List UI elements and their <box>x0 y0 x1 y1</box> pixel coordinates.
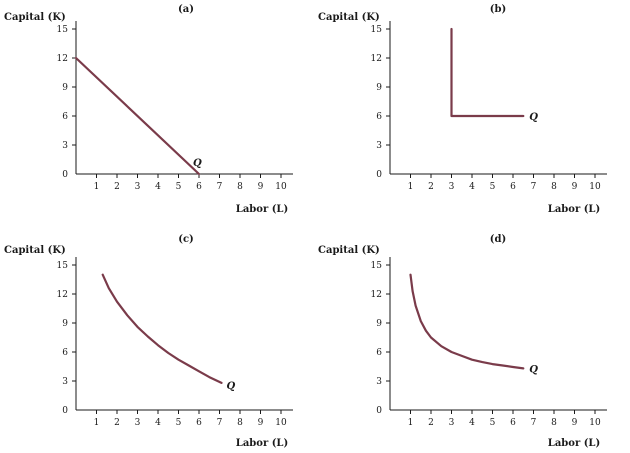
panel-b-isoquant-curve <box>450 27 525 118</box>
panel-d-y-axis-title: Capital (K) <box>318 245 380 256</box>
panel-c-y-tick-label: 9 <box>62 319 68 329</box>
panel-c-x-tick-label: 7 <box>217 418 223 428</box>
panel-c-label: (c) <box>178 234 194 245</box>
panel-c-y-tick-label: 12 <box>57 290 68 300</box>
panel-b-x-tick-label: 8 <box>551 182 557 192</box>
panel-d-x-tick-label: 3 <box>449 418 455 428</box>
panel-c-y-axis-title: Capital (K) <box>4 245 66 256</box>
panel-a-y-axis-title: Capital (K) <box>4 12 66 23</box>
panel-b-y-tick-label: 9 <box>376 83 382 93</box>
panel-c-x-tick-label: 3 <box>135 418 141 428</box>
panel-a-x-tick-label: 6 <box>196 182 202 192</box>
panel-c-isoquant-label: Q <box>227 381 236 392</box>
panel-a-x-tick-label: 9 <box>258 182 264 192</box>
panel-c-x-tick-label: 8 <box>237 418 243 428</box>
panel-d-x-tick-label: 10 <box>589 418 601 428</box>
panel-d-x-tick-label: 9 <box>572 418 578 428</box>
panel-d-y-tick-label: 12 <box>371 290 382 300</box>
panel-a-origin-label: 0 <box>62 170 68 180</box>
panel-a-x-tick-label: 8 <box>237 182 243 192</box>
panel-b-y-tick-label: 15 <box>371 25 383 35</box>
panel-a-x-tick-label: 10 <box>275 182 287 192</box>
panel-d-isoquant-curve <box>409 273 525 370</box>
panel-b-y-tick-label: 6 <box>376 112 382 122</box>
panel-b-y-axis-title: Capital (K) <box>318 12 380 23</box>
panel-a-y-tick-label: 6 <box>62 112 68 122</box>
panel-a-x-tick-label: 2 <box>114 182 120 192</box>
panel-d-x-tick-label: 1 <box>408 418 414 428</box>
panel-c-x-tick-label: 1 <box>94 418 100 428</box>
panel-a-x-tick-label: 1 <box>94 182 100 192</box>
panel-b-y-tick-label: 3 <box>376 141 382 151</box>
panel-c-x-tick-label: 9 <box>258 418 264 428</box>
panel-b-x-tick-label: 6 <box>510 182 516 192</box>
panel-d-y-tick-label: 6 <box>376 348 382 358</box>
panel-d-x-tick-label: 8 <box>551 418 557 428</box>
panel-d-x-tick-label: 7 <box>531 418 537 428</box>
panel-c-x-tick-label: 6 <box>196 418 202 428</box>
panel-c-y-tick-label: 3 <box>62 377 68 387</box>
panel-a-y-tick-label: 3 <box>62 141 68 151</box>
panel-b-x-tick-label: 5 <box>490 182 496 192</box>
panel-d-y-tick-label: 15 <box>371 261 383 271</box>
panel-a-x-tick-label: 5 <box>176 182 182 192</box>
panel-c-y-tick-label: 15 <box>57 261 69 271</box>
panel-a-y-tick-label: 12 <box>57 54 68 64</box>
panel-b-x-tick-label: 7 <box>531 182 537 192</box>
panel-b-origin-label: 0 <box>376 170 382 180</box>
panel-a-x-tick-label: 7 <box>217 182 223 192</box>
panel-d-x-tick-label: 4 <box>469 418 475 428</box>
panel-c-x-tick-label: 10 <box>275 418 287 428</box>
panel-a-isoquant-curve <box>74 56 201 176</box>
panel-c-y-tick-label: 6 <box>62 348 68 358</box>
panel-d-x-tick-label: 2 <box>428 418 434 428</box>
panel-b-x-axis-title: Labor (L) <box>548 204 600 215</box>
panel-a-y-tick-label: 9 <box>62 83 68 93</box>
panel-a-label: (a) <box>178 4 194 15</box>
panel-c-x-tick-label: 5 <box>176 418 182 428</box>
panel-a-y-tick-label: 15 <box>57 25 69 35</box>
panel-b-x-tick-label: 3 <box>449 182 455 192</box>
panel-d-origin-label: 0 <box>376 406 382 416</box>
panel-a-x-axis-title: Labor (L) <box>236 204 288 215</box>
panel-d-isoquant-label: Q <box>529 364 538 375</box>
panel-d-x-axis-title: Labor (L) <box>548 438 600 449</box>
panel-d-label: (d) <box>490 234 506 245</box>
panel-b-x-tick-label: 1 <box>408 182 414 192</box>
panel-a-x-tick-label: 3 <box>135 182 141 192</box>
panel-c-x-tick-label: 4 <box>155 418 161 428</box>
panel-d-x-tick-label: 5 <box>490 418 496 428</box>
panel-a-isoquant-label: Q <box>193 158 202 169</box>
panel-b-x-tick-label: 2 <box>428 182 434 192</box>
panel-b-x-tick-label: 9 <box>572 182 578 192</box>
panel-c-origin-label: 0 <box>62 406 68 416</box>
panel-b-label: (b) <box>490 4 506 15</box>
panel-c-isoquant-curve <box>101 273 223 384</box>
panel-d-y-tick-label: 3 <box>376 377 382 387</box>
panel-b-y-tick-label: 12 <box>371 54 382 64</box>
panel-c-x-axis-title: Labor (L) <box>236 438 288 449</box>
panel-b-x-tick-label: 10 <box>589 182 601 192</box>
panel-b-isoquant-label: Q <box>529 112 538 123</box>
panel-d-x-tick-label: 6 <box>510 418 516 428</box>
panel-d-y-tick-label: 9 <box>376 319 382 329</box>
panel-a-x-tick-label: 4 <box>155 182 161 192</box>
panel-b-x-tick-label: 4 <box>469 182 475 192</box>
panel-c-x-tick-label: 2 <box>114 418 120 428</box>
